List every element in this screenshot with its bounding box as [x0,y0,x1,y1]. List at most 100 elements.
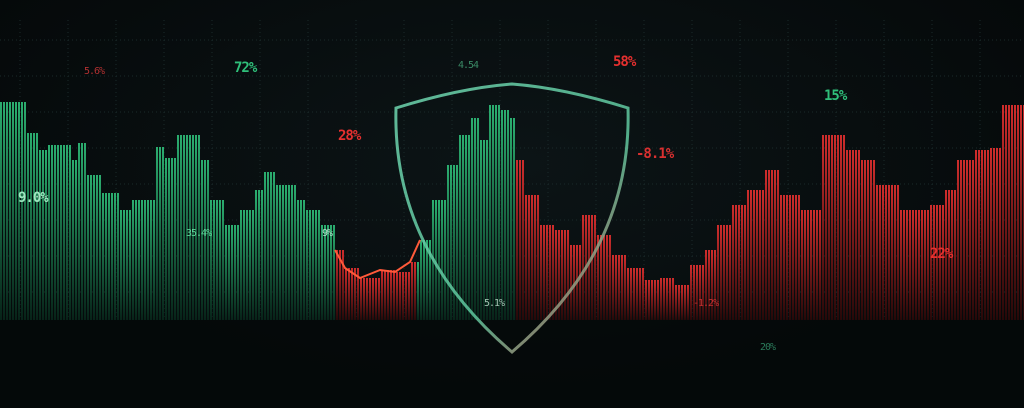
bar [891,185,893,320]
bar [495,105,497,320]
bar [675,285,677,320]
bar [120,210,122,320]
bar [804,210,806,320]
bar [834,135,836,320]
bar [156,147,158,320]
bar [48,145,50,320]
bar [882,185,884,320]
bar [987,150,989,320]
bar [516,160,518,320]
bar [402,272,404,320]
bar [66,145,68,320]
bar [192,135,194,320]
label-left-low-small: 9% [322,228,333,239]
bar [714,250,716,320]
bar [375,278,377,320]
label-top-green: 72% [234,60,257,76]
bar [357,268,359,320]
bar [627,268,629,320]
bar [771,170,773,320]
bar [339,250,341,320]
bar [837,135,839,320]
bar [39,150,41,320]
bar [570,245,572,320]
bar [774,170,776,320]
bar [639,268,641,320]
bar [42,150,44,320]
bar [978,150,980,320]
bar [483,140,485,320]
bar [504,110,506,320]
bar [84,143,86,320]
bar [621,255,623,320]
bar [942,205,944,320]
bar [354,268,356,320]
bar [642,268,644,320]
bar [72,160,74,320]
bar [741,205,743,320]
bar [717,225,719,320]
bar [255,190,257,320]
bar [543,225,545,320]
bar [597,235,599,320]
bar [894,185,896,320]
bar [93,175,95,320]
bar [831,135,833,320]
bar [876,185,878,320]
bar [306,210,308,320]
bar [459,135,461,320]
bar [57,145,59,320]
bar [915,210,917,320]
bar [969,160,971,320]
bar [15,102,17,320]
bar [984,150,986,320]
bar [954,190,956,320]
bar [3,102,5,320]
bar [78,143,80,320]
bar [51,145,53,320]
bar [477,118,479,320]
bar [786,195,788,320]
bar [9,102,11,320]
floor-reflection [0,320,1024,408]
bar [498,105,500,320]
bar [810,210,812,320]
bar [468,135,470,320]
bar [549,225,551,320]
bar [909,210,911,320]
bar [201,160,203,320]
bar [105,193,107,320]
bar [378,278,380,320]
bar [336,250,338,320]
bar [297,200,299,320]
bar [957,160,959,320]
bar [930,205,932,320]
bar [561,230,563,320]
bar [261,190,263,320]
bar [237,225,239,320]
bar [735,205,737,320]
bar [906,210,908,320]
bar [885,185,887,320]
bar [522,160,524,320]
bar [450,165,452,320]
bar [603,235,605,320]
bar [636,268,638,320]
bar [60,145,62,320]
bar [567,230,569,320]
bar [114,193,116,320]
bar [159,147,161,320]
label-right-green: 15% [824,88,847,104]
bar [123,210,125,320]
bar [852,150,854,320]
bar [594,215,596,320]
label-mid-red: 28% [338,128,361,144]
bar [27,133,29,320]
bar [612,255,614,320]
bar [225,225,227,320]
bar [243,210,245,320]
bar [480,140,482,320]
bar [711,250,713,320]
bar [723,225,725,320]
